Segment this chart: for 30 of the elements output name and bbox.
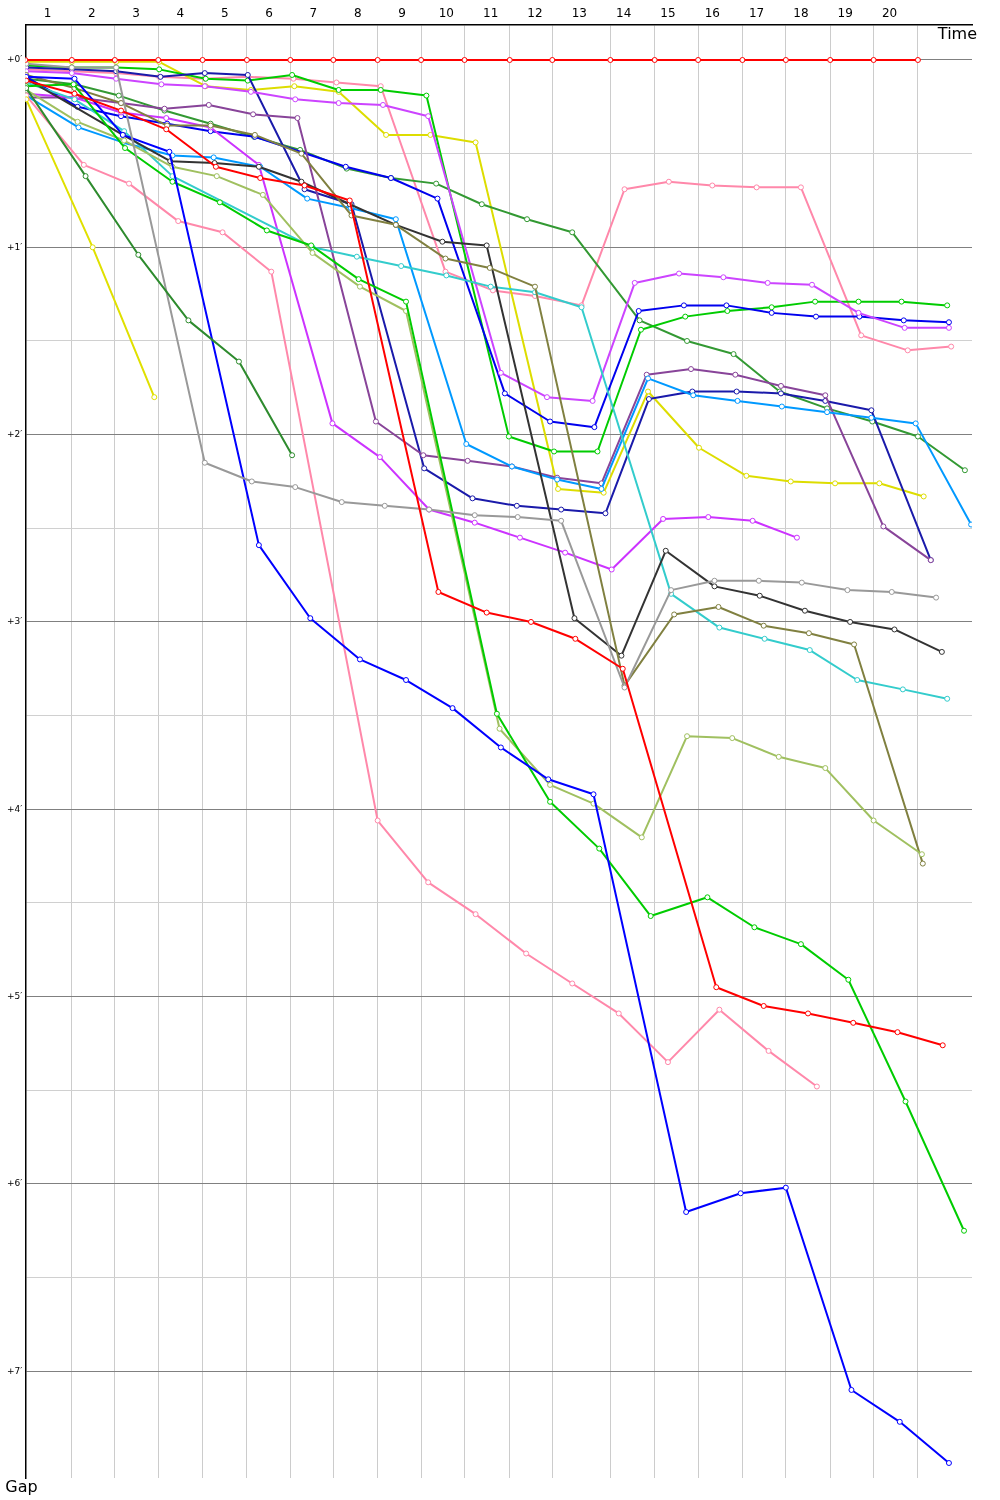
y-tick-label: +5′ bbox=[7, 990, 23, 1001]
x-tick-label: 8 bbox=[353, 6, 362, 21]
y-tick-label: +6′ bbox=[7, 1178, 23, 1189]
x-tick-label: 4 bbox=[176, 6, 185, 21]
x-tick-label: 10 bbox=[438, 6, 454, 21]
x-tick-label: 14 bbox=[616, 6, 632, 21]
x-tick-label: 12 bbox=[527, 6, 543, 21]
y-tick-label: +1′ bbox=[7, 241, 23, 252]
x-tick-label: 5 bbox=[220, 6, 229, 21]
x-tick-label: 13 bbox=[571, 6, 587, 21]
y-tick-label: +7′ bbox=[7, 1365, 23, 1376]
x-tick-label: 6 bbox=[265, 6, 273, 21]
y-tick-label: +4′ bbox=[7, 803, 23, 814]
x-tick-label: 7 bbox=[309, 6, 318, 21]
y-tick-label: +3′ bbox=[7, 616, 23, 627]
x-tick-label: 20 bbox=[881, 6, 898, 21]
x-tick-label: 3 bbox=[132, 6, 140, 21]
x-axis-title: Time bbox=[936, 23, 977, 43]
x-tick-label: 11 bbox=[483, 6, 499, 21]
y-tick-label: +0′ bbox=[7, 54, 23, 65]
x-tick-label: 18 bbox=[793, 6, 809, 21]
x-tick-label: 19 bbox=[837, 6, 853, 21]
x-tick-label: 9 bbox=[398, 6, 406, 21]
y-axis-title: Gap bbox=[5, 1477, 38, 1497]
x-tick-label: 2 bbox=[87, 6, 96, 21]
y-tick-label: +2′ bbox=[7, 428, 23, 439]
x-tick-label: 17 bbox=[748, 6, 765, 21]
x-tick-label: 16 bbox=[704, 6, 720, 21]
x-tick-label: 15 bbox=[660, 6, 676, 21]
x-tick-label: 1 bbox=[43, 6, 52, 21]
